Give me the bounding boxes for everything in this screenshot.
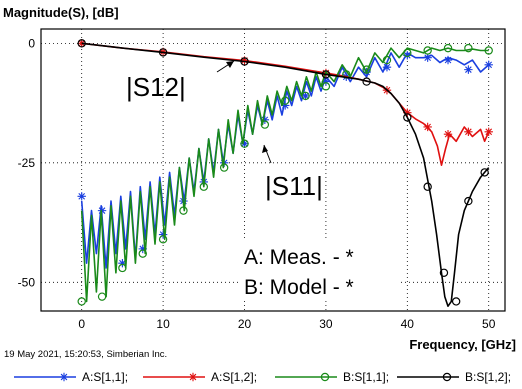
data-point-marker: [301, 91, 310, 101]
annotations: |S12| |S11| A: Meas. - * B: Model - *: [126, 60, 400, 300]
data-point-marker: [484, 46, 493, 55]
data-point-marker: [118, 259, 127, 268]
data-point-marker: [77, 192, 86, 201]
legend-item: B:S[1,1];: [275, 370, 389, 384]
data-point-marker: [439, 268, 449, 277]
data-point-marker: [97, 206, 107, 215]
data-point-marker: [240, 57, 249, 66]
data-point-marker: [464, 65, 473, 74]
legend-item: A:S[1,1];: [14, 370, 128, 384]
x-tick-label: 40: [401, 317, 415, 331]
data-point-marker: [240, 139, 249, 148]
y-tick-label: -25: [18, 156, 36, 170]
data-point-marker: [301, 91, 310, 101]
data-point-marker: [158, 48, 168, 57]
series-layer: [77, 39, 493, 308]
s11-arrow-head: [262, 145, 268, 153]
legend-item: B:S[1,2];: [397, 370, 511, 384]
data-point-marker: [423, 122, 432, 132]
data-point-marker: [138, 249, 147, 258]
data-point-marker: [77, 297, 86, 306]
legend-swatch-marker: [188, 372, 198, 382]
data-point-marker: [464, 43, 473, 53]
data-point-marker: [382, 55, 392, 65]
data-point-marker: [118, 263, 127, 273]
data-point-marker: [321, 70, 331, 79]
footer-note: 19 May 2021, 15:20:53, Simberian Inc.: [4, 349, 167, 360]
data-point-marker: [260, 115, 270, 125]
data-point-marker: [480, 168, 489, 177]
legend-label: A:S[1,1];: [82, 370, 128, 384]
data-point-marker: [403, 48, 412, 58]
data-point-marker: [423, 53, 432, 62]
data-point-marker: [423, 46, 432, 55]
data-point-marker: [464, 127, 473, 136]
data-point-marker: [321, 77, 331, 86]
data-point-marker: [484, 60, 493, 70]
legend-item: A:S[1,2];: [143, 370, 257, 384]
x-tick-label: 20: [238, 317, 252, 331]
data-point-marker: [179, 206, 188, 215]
legend-note-background: [240, 240, 400, 300]
data-point-marker: [403, 108, 412, 117]
data-point-marker: [451, 297, 461, 306]
s12-annotation: |S12|: [126, 72, 186, 102]
data-point-marker: [260, 120, 270, 129]
x-tick-label: 0: [78, 317, 85, 331]
y-tick-label: -50: [18, 275, 36, 289]
x-tick-labels: 0 10 20 30 40 50: [78, 317, 495, 331]
data-point-marker: [281, 96, 290, 105]
x-tick-label: 10: [156, 317, 170, 331]
data-point-marker: [362, 65, 371, 74]
data-point-marker: [423, 182, 432, 191]
legend-label: A:S[1,2];: [211, 370, 257, 384]
data-point-marker: [240, 56, 249, 65]
data-point-marker: [443, 43, 453, 53]
legend-label: B:S[1,2];: [465, 370, 511, 384]
legend-swatch-marker: [320, 372, 330, 382]
data-point-marker: [199, 182, 209, 191]
y-tick-label: 0: [28, 36, 35, 50]
data-point-marker: [219, 163, 229, 172]
data-point-marker: [138, 244, 147, 254]
data-point-marker: [281, 101, 290, 110]
data-point-marker: [464, 196, 473, 206]
legend-note-b: B: Model - *: [244, 276, 354, 299]
s11-annotation: |S11|: [265, 171, 323, 201]
x-tick-label: 50: [482, 317, 496, 331]
data-point-marker: [403, 51, 412, 60]
data-point-marker: [443, 129, 453, 139]
data-point-marker: [362, 77, 371, 86]
x-axis-label: Frequency, [GHz]: [409, 337, 516, 352]
data-point-marker: [77, 39, 86, 48]
series-line: [81, 42, 490, 308]
data-point-marker: [321, 82, 331, 91]
s12-arrow-head: [226, 61, 234, 68]
data-point-marker: [382, 63, 392, 72]
data-point-marker: [484, 127, 493, 136]
legend-swatch-marker: [59, 372, 69, 382]
legend-swatch-marker: [442, 372, 452, 382]
data-point-marker: [97, 292, 107, 301]
data-point-marker: [240, 139, 249, 148]
data-point-marker: [443, 55, 453, 65]
y-tick-labels: 0 -25 -50: [18, 36, 36, 289]
legend-label: B:S[1,1];: [343, 370, 389, 384]
legend: A:S[1,1]; A:S[1,2]; B:S[1,1]; B:S[1,2];: [14, 370, 511, 384]
y-axis-label: Magnitude(S), [dB]: [3, 5, 119, 20]
x-tick-label: 30: [319, 317, 333, 331]
data-point-marker: [158, 230, 168, 239]
series-3: [77, 39, 490, 308]
series-line: [80, 47, 489, 303]
data-point-marker: [158, 235, 168, 244]
data-point-marker: [403, 113, 412, 122]
legend-note-a: A: Meas. - *: [244, 246, 354, 269]
